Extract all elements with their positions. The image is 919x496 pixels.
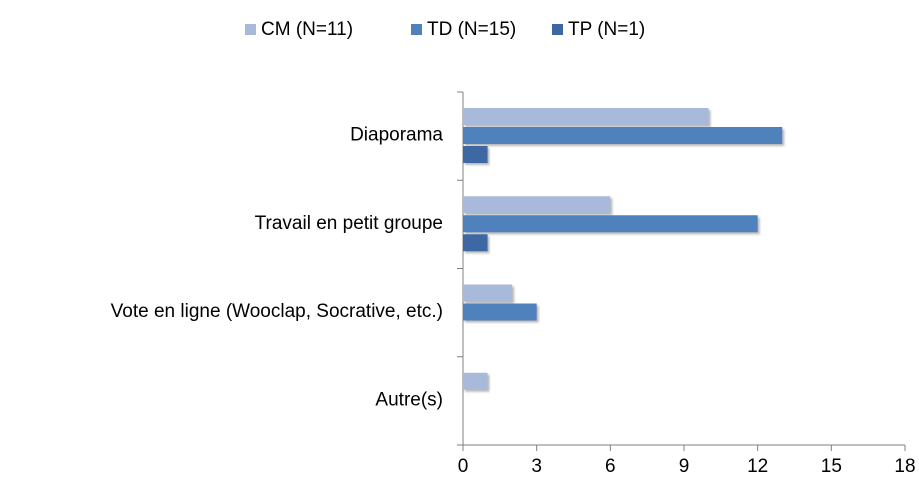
y-tick-label: Vote en ligne (Wooclap, Socrative, etc.) <box>111 301 443 322</box>
x-tick-label: 18 <box>894 456 915 477</box>
bar <box>463 284 513 302</box>
bar <box>463 372 488 390</box>
y-tick-label: Diaporama <box>350 125 443 146</box>
legend-label: CM (N=11) <box>261 19 353 40</box>
y-tick-label: Autre(s) <box>375 389 443 410</box>
legend-label: TD (N=15) <box>427 19 516 40</box>
x-tick-label: 9 <box>679 456 690 477</box>
x-tick-label: 3 <box>531 456 542 477</box>
bar <box>463 234 488 252</box>
bar <box>463 303 537 321</box>
legend-swatch <box>411 24 422 35</box>
legend-swatch <box>245 24 256 35</box>
legend-label: TP (N=1) <box>568 19 645 40</box>
x-tick-label: 12 <box>747 456 768 477</box>
bar <box>463 127 783 144</box>
x-tick-label: 0 <box>458 456 469 477</box>
x-tick-label: 15 <box>821 456 842 477</box>
bar <box>463 146 488 163</box>
bar <box>463 215 758 233</box>
bar <box>463 196 611 214</box>
y-tick-label: Travail en petit groupe <box>255 213 443 234</box>
bar <box>463 108 709 125</box>
x-tick-label: 6 <box>605 456 616 477</box>
legend-swatch <box>552 24 563 35</box>
